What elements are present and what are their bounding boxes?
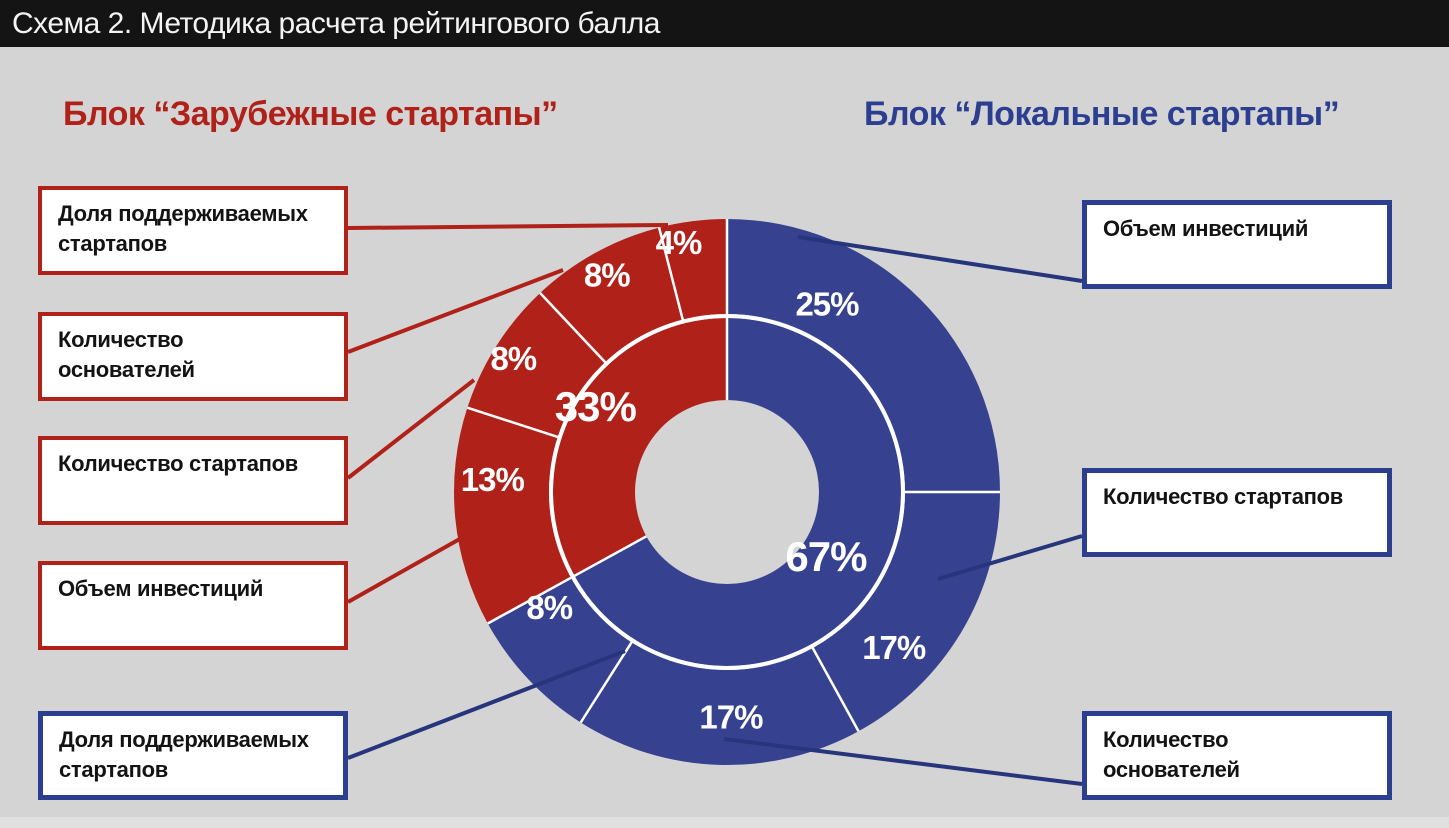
donut-hole <box>635 400 819 584</box>
leader-line-local-investment-volume <box>797 235 1083 283</box>
outer-segment-label: 8% <box>526 589 572 626</box>
outer-ring-segment <box>454 407 572 624</box>
donut-layer: 25% 17% 17% 8% 13% 8% 8% 4% 67% 33% <box>454 219 1000 766</box>
leader-line-foreign-supported-share <box>347 223 669 230</box>
outer-segment-label: 8% <box>490 340 536 377</box>
outer-ring-segment <box>487 577 632 723</box>
leader-line-foreign-founders-count <box>347 268 564 354</box>
leader-line-local-founders-count <box>723 737 1083 786</box>
outer-segment-label: 17% <box>699 698 763 735</box>
segment-divider <box>657 227 685 324</box>
outer-ring-segment <box>727 219 1000 492</box>
outer-segment-label: 17% <box>862 629 926 666</box>
leader-line-local-startups-count <box>937 534 1083 581</box>
inner-segment-label: 33% <box>555 383 637 430</box>
page-title: Схема 2. Методика расчета рейтингового б… <box>12 6 660 40</box>
label-box-local-startups-count: Количество стартапов <box>1082 468 1392 557</box>
outer-segment-label: 4% <box>656 224 702 261</box>
label-box-foreign-supported-share: Доля поддерживаемых стартапов <box>38 186 348 275</box>
label-box-foreign-founders-count: Количество основателей <box>38 312 348 401</box>
outer-segment-label: 25% <box>795 285 859 322</box>
label-box-local-investment-volume: Объем инвестиций <box>1082 200 1392 289</box>
segment-divider <box>539 292 609 367</box>
outer-ring-segment <box>659 219 727 320</box>
outer-segment-label: 13% <box>461 461 525 498</box>
label-box-local-supported-share: Доля поддерживаемых стартапов <box>38 711 348 800</box>
inner-segment-label: 67% <box>785 533 867 580</box>
segment-divider <box>809 643 860 732</box>
leader-line-foreign-investment-volume <box>347 525 482 604</box>
leader-line-foreign-startups-count <box>346 378 476 480</box>
outer-ring-segment <box>467 292 606 437</box>
segment-divider <box>573 535 647 577</box>
segment-divider <box>466 406 562 440</box>
label-box-local-founders-count: Количество основателей <box>1082 711 1392 800</box>
heading-foreign-startups-block: Блок “Зарубежные стартапы” <box>63 95 558 133</box>
bottom-strip <box>0 817 1449 828</box>
outer-ring-segment <box>580 642 859 766</box>
heading-local-startups-block: Блок “Локальные стартапы” <box>864 95 1340 133</box>
segment-divider <box>487 574 576 625</box>
leader-lines <box>346 223 1083 786</box>
title-bar: Схема 2. Методика расчета рейтингового б… <box>0 0 1449 47</box>
label-box-foreign-investment-volume: Объем инвестиций <box>38 561 348 650</box>
outer-ring-segment <box>812 492 1000 732</box>
outer-ring-segment <box>540 227 683 363</box>
label-box-foreign-startups-count: Количество стартапов <box>38 436 348 525</box>
leader-line-local-supported-share <box>347 649 626 760</box>
outer-segment-label: 8% <box>584 257 630 294</box>
